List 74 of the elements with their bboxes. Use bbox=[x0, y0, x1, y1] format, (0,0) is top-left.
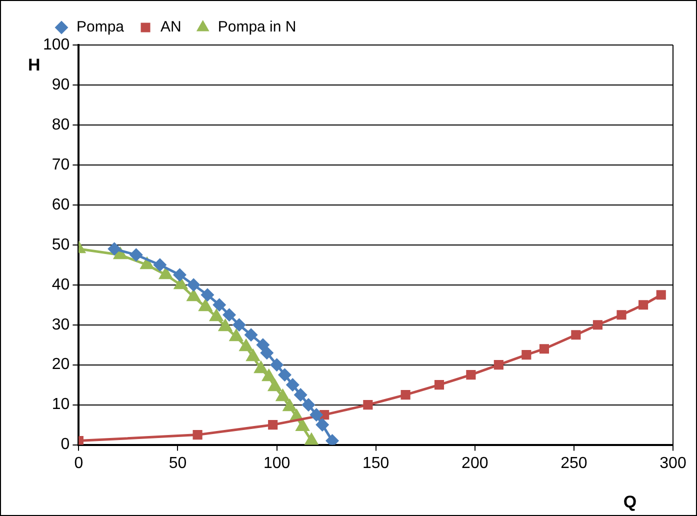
point bbox=[174, 278, 188, 290]
point bbox=[400, 390, 410, 400]
y-tick-label: 60 bbox=[52, 196, 70, 214]
y-tick-label: 40 bbox=[52, 276, 70, 294]
point bbox=[108, 242, 121, 256]
y-tick-label: 30 bbox=[52, 316, 70, 334]
point bbox=[286, 378, 299, 392]
point bbox=[326, 434, 339, 445]
point bbox=[210, 310, 223, 322]
legend-label: Pompa bbox=[76, 18, 125, 36]
point bbox=[278, 368, 291, 382]
point bbox=[616, 310, 626, 320]
y-tick-label: 10 bbox=[52, 396, 70, 414]
point bbox=[296, 420, 309, 432]
point bbox=[230, 330, 243, 342]
y-axis-title: H bbox=[28, 56, 40, 75]
point bbox=[244, 328, 258, 342]
x-tick-label: 300 bbox=[660, 454, 686, 472]
point bbox=[268, 380, 282, 392]
point bbox=[254, 362, 268, 374]
y-tick-label: 50 bbox=[52, 236, 70, 254]
point bbox=[187, 278, 200, 292]
point bbox=[294, 388, 307, 402]
point bbox=[466, 370, 476, 380]
y-tick-label: 0 bbox=[60, 436, 70, 454]
point bbox=[494, 360, 504, 370]
x-tick-label: 0 bbox=[74, 454, 84, 472]
x-tick-label: 100 bbox=[263, 454, 290, 472]
point bbox=[283, 400, 296, 412]
y-tick-label: 100 bbox=[42, 36, 70, 54]
point bbox=[201, 288, 214, 302]
y-tick-label: 20 bbox=[52, 356, 70, 374]
point bbox=[260, 346, 274, 360]
point bbox=[276, 390, 290, 402]
x-tick-label: 150 bbox=[362, 454, 390, 472]
point bbox=[173, 268, 186, 282]
point bbox=[268, 420, 278, 430]
point bbox=[316, 418, 329, 432]
legend-label: Pompa in N bbox=[218, 18, 296, 36]
point bbox=[218, 320, 232, 332]
point bbox=[363, 400, 373, 410]
point bbox=[159, 268, 172, 280]
point bbox=[199, 300, 212, 312]
y-tick-label: 80 bbox=[52, 116, 70, 134]
point bbox=[638, 300, 648, 310]
point bbox=[240, 340, 253, 352]
point bbox=[256, 338, 270, 352]
point bbox=[262, 370, 276, 382]
point bbox=[192, 430, 202, 440]
point bbox=[305, 434, 318, 445]
point bbox=[310, 408, 323, 422]
x-tick-label: 250 bbox=[560, 454, 588, 472]
y-tick-label: 90 bbox=[52, 76, 70, 94]
point bbox=[130, 248, 142, 262]
point bbox=[592, 320, 603, 330]
point bbox=[571, 330, 581, 340]
point bbox=[213, 298, 226, 312]
point bbox=[223, 308, 236, 322]
x-tick-label: 200 bbox=[462, 454, 488, 472]
point bbox=[539, 344, 550, 354]
point bbox=[246, 350, 260, 362]
point bbox=[187, 290, 200, 302]
point bbox=[232, 318, 246, 332]
point bbox=[522, 350, 532, 360]
y-tick-label: 70 bbox=[52, 156, 70, 174]
point bbox=[656, 290, 666, 300]
x-tick-label: 50 bbox=[168, 454, 187, 472]
point bbox=[434, 380, 444, 390]
point bbox=[302, 398, 315, 412]
point bbox=[154, 258, 166, 272]
point bbox=[270, 358, 284, 372]
point bbox=[140, 258, 154, 270]
x-axis-title: Q bbox=[623, 492, 637, 512]
legend-label: AN bbox=[160, 18, 182, 36]
